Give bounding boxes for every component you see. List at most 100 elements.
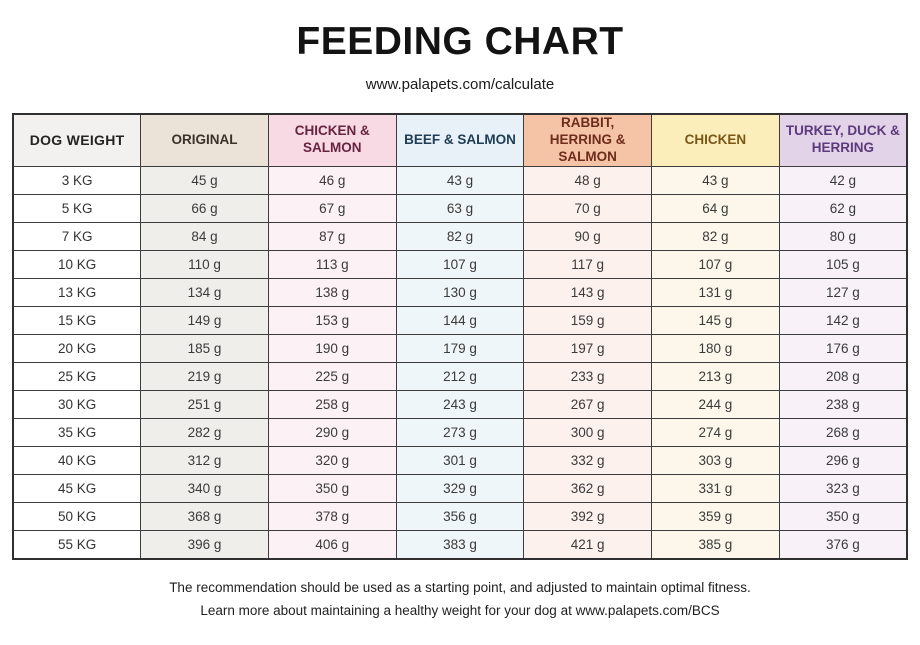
value-cell-chicken-salmon: 46 g	[267, 165, 397, 195]
weight-cell: 25 KG	[12, 361, 142, 391]
value-cell-rabbit-herring-salmon: 421 g	[523, 529, 653, 560]
table-row-5kg: 5 KG 66 g 67 g 63 g 70 g 64 g 62 g	[12, 193, 908, 223]
value-cell-chicken-salmon: 67 g	[267, 193, 397, 223]
table-row-7kg: 7 KG 84 g 87 g 82 g 90 g 82 g 80 g	[12, 221, 908, 251]
table-row-55kg: 55 KG 396 g 406 g 383 g 421 g 385 g 376 g	[12, 529, 908, 560]
value-cell-chicken: 213 g	[651, 361, 780, 391]
value-cell-rabbit-herring-salmon: 143 g	[523, 277, 653, 307]
table-row-10kg: 10 KG 110 g 113 g 107 g 117 g 107 g 105 g	[12, 249, 908, 279]
value-cell-chicken-salmon: 153 g	[267, 305, 397, 335]
value-cell-rabbit-herring-salmon: 117 g	[523, 249, 653, 279]
value-cell-beef-salmon: 356 g	[395, 501, 525, 531]
weight-cell: 13 KG	[12, 277, 142, 307]
value-cell-original: 185 g	[140, 333, 269, 363]
value-cell-turkey-duck-herring: 127 g	[778, 277, 908, 307]
value-cell-rabbit-herring-salmon: 70 g	[523, 193, 653, 223]
value-cell-chicken: 43 g	[651, 165, 780, 195]
page-title: FEEDING CHART	[296, 20, 624, 63]
column-header-chicken-salmon: CHICKEN & SALMON	[267, 113, 397, 167]
weight-cell: 50 KG	[12, 501, 142, 531]
value-cell-original: 340 g	[140, 473, 269, 503]
value-cell-chicken-salmon: 225 g	[267, 361, 397, 391]
value-cell-chicken-salmon: 87 g	[267, 221, 397, 251]
footer-line-2: Learn more about maintaining a healthy w…	[200, 603, 720, 619]
value-cell-original: 219 g	[140, 361, 269, 391]
column-header-turkey-duck-herring: TURKEY, DUCK & HERRING	[778, 113, 908, 167]
value-cell-chicken: 274 g	[651, 417, 780, 447]
table-row-3kg: 3 KG 45 g 46 g 43 g 48 g 43 g 42 g	[12, 165, 908, 195]
table-row-25kg: 25 KG 219 g 225 g 212 g 233 g 213 g 208 g	[12, 361, 908, 391]
value-cell-beef-salmon: 243 g	[395, 389, 525, 419]
weight-cell: 3 KG	[12, 165, 142, 195]
value-cell-rabbit-herring-salmon: 300 g	[523, 417, 653, 447]
table-row-13kg: 13 KG 134 g 138 g 130 g 143 g 131 g 127 g	[12, 277, 908, 307]
value-cell-chicken-salmon: 350 g	[267, 473, 397, 503]
value-cell-turkey-duck-herring: 62 g	[778, 193, 908, 223]
value-cell-chicken: 244 g	[651, 389, 780, 419]
value-cell-rabbit-herring-salmon: 267 g	[523, 389, 653, 419]
value-cell-chicken-salmon: 320 g	[267, 445, 397, 475]
column-header-chicken: CHICKEN	[651, 113, 780, 167]
value-cell-chicken: 145 g	[651, 305, 780, 335]
value-cell-beef-salmon: 301 g	[395, 445, 525, 475]
value-cell-chicken-salmon: 378 g	[267, 501, 397, 531]
column-header-beef-salmon: BEEF & SALMON	[395, 113, 525, 167]
value-cell-rabbit-herring-salmon: 159 g	[523, 305, 653, 335]
value-cell-original: 312 g	[140, 445, 269, 475]
value-cell-turkey-duck-herring: 176 g	[778, 333, 908, 363]
value-cell-turkey-duck-herring: 142 g	[778, 305, 908, 335]
footer-note: The recommendation should be used as a s…	[0, 576, 920, 623]
value-cell-beef-salmon: 43 g	[395, 165, 525, 195]
value-cell-chicken-salmon: 190 g	[267, 333, 397, 363]
value-cell-original: 251 g	[140, 389, 269, 419]
value-cell-original: 134 g	[140, 277, 269, 307]
table-row-15kg: 15 KG 149 g 153 g 144 g 159 g 145 g 142 g	[12, 305, 908, 335]
value-cell-beef-salmon: 383 g	[395, 529, 525, 560]
feeding-table: DOG WEIGHT ORIGINAL CHICKEN & SALMON BEEF …	[12, 113, 908, 560]
value-cell-turkey-duck-herring: 323 g	[778, 473, 908, 503]
value-cell-chicken: 131 g	[651, 277, 780, 307]
value-cell-turkey-duck-herring: 105 g	[778, 249, 908, 279]
value-cell-rabbit-herring-salmon: 233 g	[523, 361, 653, 391]
column-header-original: ORIGINAL	[140, 113, 269, 167]
value-cell-chicken: 331 g	[651, 473, 780, 503]
value-cell-beef-salmon: 179 g	[395, 333, 525, 363]
value-cell-rabbit-herring-salmon: 48 g	[523, 165, 653, 195]
value-cell-chicken: 359 g	[651, 501, 780, 531]
weight-cell: 20 KG	[12, 333, 142, 363]
table-row-45kg: 45 KG 340 g 350 g 329 g 362 g 331 g 323 g	[12, 473, 908, 503]
value-cell-turkey-duck-herring: 296 g	[778, 445, 908, 475]
weight-cell: 15 KG	[12, 305, 142, 335]
value-cell-turkey-duck-herring: 238 g	[778, 389, 908, 419]
value-cell-beef-salmon: 329 g	[395, 473, 525, 503]
value-cell-original: 66 g	[140, 193, 269, 223]
value-cell-beef-salmon: 212 g	[395, 361, 525, 391]
header-row: DOG WEIGHT ORIGINAL CHICKEN & SALMON BEEF …	[12, 113, 908, 167]
value-cell-original: 84 g	[140, 221, 269, 251]
table-row-20kg: 20 KG 185 g 190 g 179 g 197 g 180 g 176 g	[12, 333, 908, 363]
value-cell-original: 396 g	[140, 529, 269, 560]
value-cell-turkey-duck-herring: 350 g	[778, 501, 908, 531]
page-subtitle: www.palapets.com/calculate	[365, 76, 555, 93]
value-cell-chicken-salmon: 290 g	[267, 417, 397, 447]
value-cell-beef-salmon: 273 g	[395, 417, 525, 447]
value-cell-turkey-duck-herring: 208 g	[778, 361, 908, 391]
footer-line-1: The recommendation should be used as a s…	[169, 579, 751, 595]
table-row-50kg: 50 KG 368 g 378 g 356 g 392 g 359 g 350 g	[12, 501, 908, 531]
value-cell-beef-salmon: 82 g	[395, 221, 525, 251]
value-cell-rabbit-herring-salmon: 392 g	[523, 501, 653, 531]
value-cell-turkey-duck-herring: 268 g	[778, 417, 908, 447]
value-cell-beef-salmon: 144 g	[395, 305, 525, 335]
value-cell-chicken: 64 g	[651, 193, 780, 223]
value-cell-turkey-duck-herring: 80 g	[778, 221, 908, 251]
weight-cell: 45 KG	[12, 473, 142, 503]
weight-cell: 30 KG	[12, 389, 142, 419]
column-header-rabbit-herring-salmon: RABBIT, HERRING & SALMON	[523, 113, 653, 167]
value-cell-beef-salmon: 130 g	[395, 277, 525, 307]
value-cell-beef-salmon: 63 g	[395, 193, 525, 223]
weight-cell: 5 KG	[12, 193, 142, 223]
value-cell-original: 149 g	[140, 305, 269, 335]
value-cell-beef-salmon: 107 g	[395, 249, 525, 279]
